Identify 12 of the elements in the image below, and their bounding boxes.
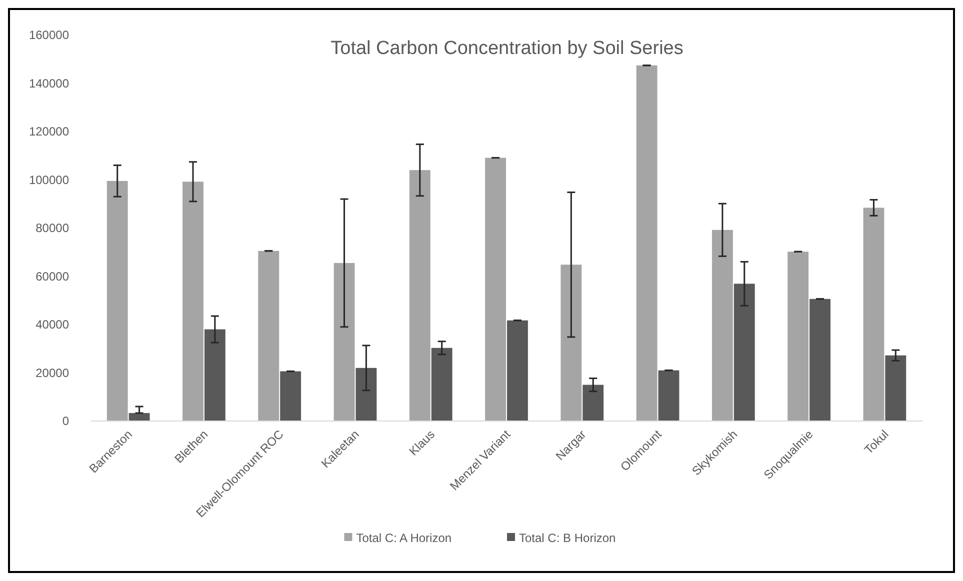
y-tick-label: 20000: [36, 366, 70, 380]
y-tick-label: 80000: [36, 221, 70, 236]
y-tick-label: 0: [62, 414, 70, 428]
y-tick-label: 40000: [36, 318, 70, 332]
y-tick-label: 160000: [28, 28, 70, 42]
chart-title: Total Carbon Concentration by Soil Series: [330, 38, 684, 59]
y-tick-label: 140000: [28, 76, 70, 90]
legend-label: Total C: A Horizon: [356, 531, 452, 546]
y-tick-label: 100000: [28, 172, 70, 187]
y-tick-label: 60000: [36, 269, 70, 284]
legend-label: Total C: B Horizon: [519, 531, 616, 546]
y-tick-label: 120000: [28, 124, 70, 139]
